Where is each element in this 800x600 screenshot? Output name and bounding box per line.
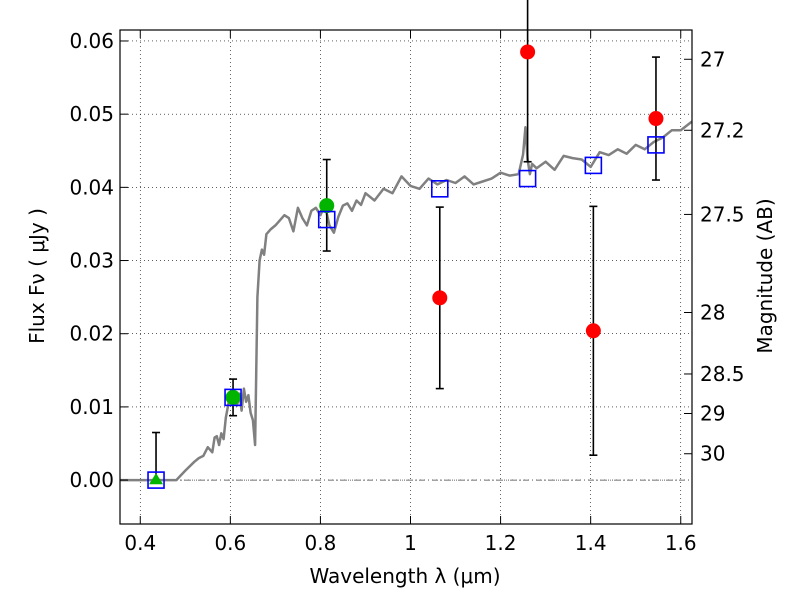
red-circle-point (585, 323, 601, 339)
blue-square-point (224, 388, 242, 407)
y2-tick-label: 28 (700, 300, 725, 324)
y2-tick-label: 28.5 (700, 362, 745, 386)
blue-square-point (647, 136, 665, 154)
y-tick-label: 0.02 (69, 322, 114, 346)
y-tick-label: 0.00 (69, 468, 114, 492)
x-tick-label: 1.6 (665, 531, 697, 555)
green-circle-point (225, 389, 241, 405)
y-tick-label: 0.03 (69, 249, 114, 273)
x-tick-label: 1 (404, 531, 417, 555)
y2-axis-label: Magnitude (AB) (753, 198, 777, 353)
red-circle-point (648, 111, 664, 127)
red-circle-point (520, 44, 536, 60)
green-triangle-point (149, 473, 164, 485)
blue-square-point (317, 210, 336, 229)
y-tick-label: 0.06 (69, 29, 114, 53)
plot-area (120, 0, 693, 489)
axis-ticks: 0.4 0.6 0.8 1 1.2 1.4 1.6 0.00 0.01 0.02 0.03 0.04 0… (69, 29, 744, 555)
plot-frame (119, 29, 693, 525)
x-tick-label: 0.8 (305, 531, 337, 555)
green-circle-point (319, 198, 335, 214)
y2-tick-label: 27.2 (700, 118, 745, 142)
y2-tick-label: 29 (700, 401, 725, 425)
x-axis-label: Wavelength λ (μm) (309, 564, 500, 588)
red-circle-point (432, 290, 448, 306)
blue-square-point (584, 156, 603, 175)
y-tick-label: 0.01 (69, 395, 114, 419)
x-tick-label: 1.2 (485, 531, 517, 555)
x-tick-label: 0.6 (214, 531, 246, 555)
blue-square-point (147, 471, 165, 489)
blue-square-point (518, 169, 537, 188)
y-tick-label: 0.05 (69, 102, 114, 126)
blue-square-point (430, 180, 449, 198)
x-tick-label: 1.4 (575, 531, 607, 555)
y-tick-label: 0.04 (69, 175, 114, 199)
y2-tick-label: 27.5 (700, 202, 745, 226)
y2-tick-label: 30 (700, 442, 725, 466)
x-tick-label: 0.4 (124, 531, 156, 555)
y-axis-label: Flux Fν ( μJy ) (25, 208, 49, 344)
y2-tick-label: 27 (700, 47, 725, 71)
